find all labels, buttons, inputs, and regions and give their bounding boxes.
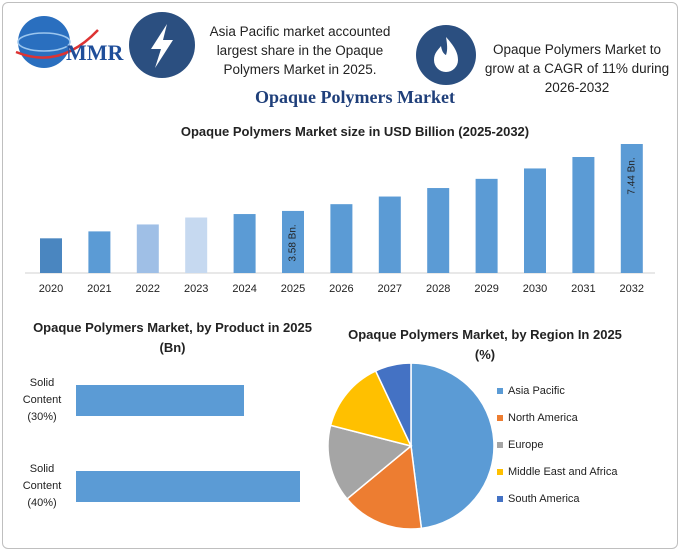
x-tick-label: 2028 bbox=[426, 283, 450, 295]
bar bbox=[40, 238, 62, 273]
legend-marker bbox=[497, 442, 503, 448]
bar bbox=[330, 204, 353, 273]
pie-slice bbox=[327, 424, 413, 500]
value-label: 3.58 Bn. bbox=[288, 224, 299, 261]
pie-slice bbox=[329, 369, 413, 448]
legend-label: South America bbox=[508, 493, 580, 505]
bar bbox=[524, 168, 546, 273]
x-tick-label: 2020 bbox=[39, 283, 63, 295]
legend-marker bbox=[497, 469, 503, 475]
bar bbox=[185, 217, 208, 273]
bar bbox=[572, 157, 595, 273]
logo-globe-line bbox=[17, 32, 71, 52]
bar bbox=[427, 188, 450, 273]
logo-text: MMR bbox=[66, 40, 125, 65]
bar bbox=[233, 214, 256, 273]
bar bbox=[475, 178, 498, 273]
fact-text: Opaque Polymers Market to grow at a CAGR… bbox=[484, 42, 670, 95]
y-tick-label: Solid Content (40%) bbox=[22, 463, 62, 509]
legend-label: Middle East and Africa bbox=[508, 466, 618, 478]
legend-marker bbox=[497, 388, 503, 394]
legend-label: North America bbox=[508, 412, 579, 424]
main-title: Opaque Polymers Market bbox=[255, 87, 455, 107]
chart-title: Opaque Polymers Market, by Product in 20… bbox=[33, 320, 312, 355]
legend-label: Asia Pacific bbox=[508, 385, 565, 397]
x-tick-label: 2027 bbox=[378, 283, 402, 295]
bar bbox=[76, 385, 244, 416]
x-tick-label: 2031 bbox=[571, 283, 595, 295]
bar bbox=[378, 196, 401, 273]
bar bbox=[88, 231, 111, 273]
legend-label: Europe bbox=[508, 439, 543, 451]
icon-bolt bbox=[151, 24, 173, 68]
x-tick-label: 2032 bbox=[620, 283, 644, 295]
x-tick-label: 2021 bbox=[87, 283, 111, 295]
x-tick-label: 2024 bbox=[232, 283, 256, 295]
legend-marker bbox=[497, 496, 503, 502]
chart-title: Opaque Polymers Market, by Region In 202… bbox=[348, 327, 622, 362]
pie-slice bbox=[345, 444, 423, 530]
fact-text: Asia Pacific market accounted largest sh… bbox=[209, 24, 391, 77]
value-label: 7.44 Bn. bbox=[626, 157, 637, 194]
x-tick-label: 2030 bbox=[523, 283, 547, 295]
x-tick-label: 2025 bbox=[281, 283, 305, 295]
y-tick-label: Solid Content (30%) bbox=[22, 377, 62, 423]
bar bbox=[136, 224, 159, 273]
bar bbox=[620, 144, 643, 273]
x-tick-label: 2026 bbox=[329, 283, 353, 295]
bar bbox=[282, 210, 304, 273]
bar bbox=[76, 471, 300, 502]
x-tick-label: 2029 bbox=[474, 283, 498, 295]
icon-flame bbox=[434, 37, 458, 72]
logo-swoosh bbox=[15, 29, 99, 59]
x-tick-label: 2023 bbox=[184, 283, 208, 295]
logo-globe bbox=[18, 16, 70, 68]
chart-title: Opaque Polymers Market size in USD Billi… bbox=[180, 124, 530, 139]
pie-slice bbox=[374, 362, 412, 447]
pie-slice bbox=[410, 362, 495, 530]
x-tick-label: 2022 bbox=[136, 283, 160, 295]
legend-marker bbox=[497, 415, 503, 421]
